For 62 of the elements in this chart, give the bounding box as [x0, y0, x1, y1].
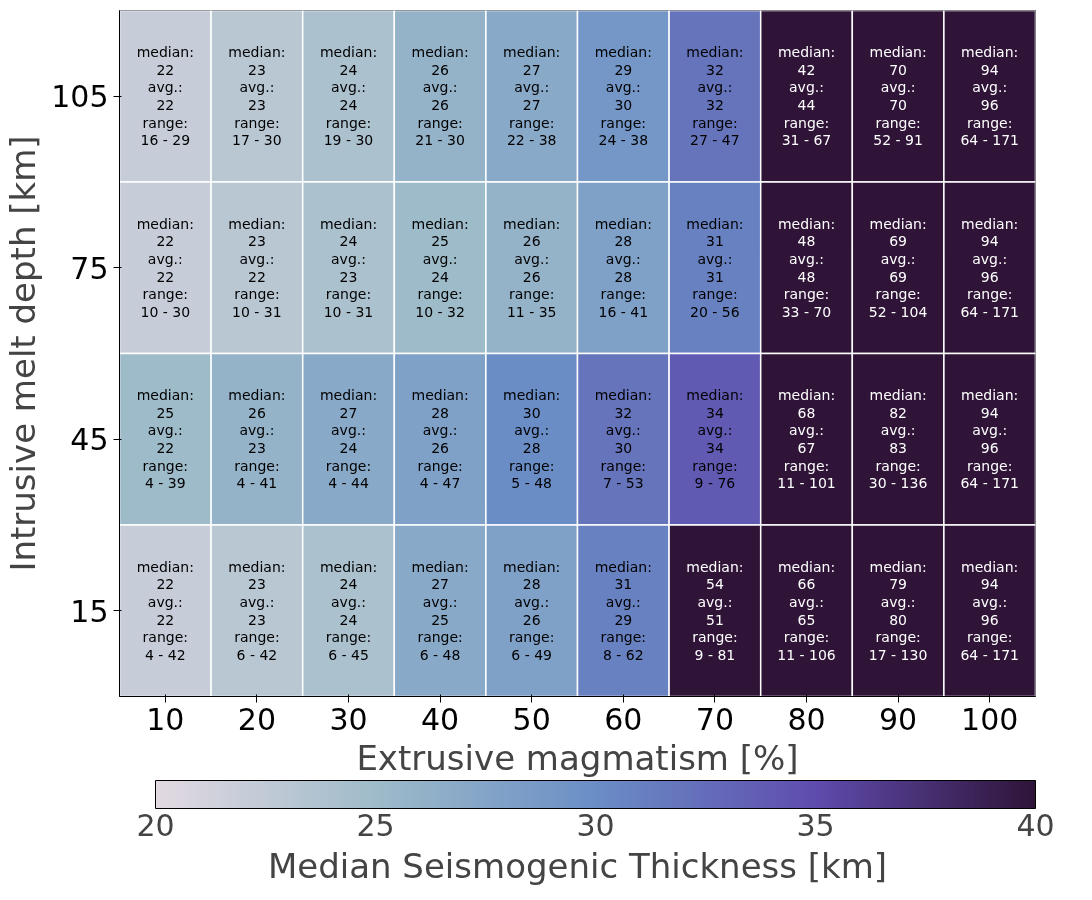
data-label: median: 34 avg.: 34 range: 9 - 76	[686, 387, 744, 492]
data-label: median: 28 avg.: 26 range: 6 - 49	[503, 558, 561, 663]
x-tick-label: 70	[695, 701, 734, 737]
data-label: median: 27 avg.: 27 range: 22 - 38	[503, 44, 561, 149]
data-label: median: 23 avg.: 22 range: 10 - 31	[228, 215, 286, 320]
data-label: median: 26 avg.: 26 range: 11 - 35	[503, 215, 561, 320]
data-label: median: 31 avg.: 31 range: 20 - 56	[686, 215, 744, 320]
x-tick-label: 20	[237, 701, 276, 737]
y-tick-label: 45	[70, 422, 109, 458]
y-tick-label: 105	[51, 79, 109, 115]
data-label: median: 69 avg.: 69 range: 52 - 104	[868, 215, 928, 320]
x-tick-label: 10	[146, 701, 185, 737]
color-bar-label: 40	[1016, 807, 1055, 843]
data-label: median: 94 avg.: 96 range: 64 - 171	[960, 558, 1019, 663]
data-label: median: 48 avg.: 48 range: 33 - 70	[777, 215, 836, 320]
y-tick-label: 15	[70, 593, 109, 629]
x-tick-label: 30	[329, 701, 368, 737]
data-label: median: 24 avg.: 23 range: 10 - 31	[319, 215, 378, 320]
data-label: median: 68 avg.: 67 range: 11 - 101	[777, 387, 836, 492]
data-label: median: 25 avg.: 22 range: 4 - 39	[136, 387, 194, 492]
data-label: median: 22 avg.: 22 range: 16 - 29	[136, 44, 194, 149]
data-label: median: 54 avg.: 51 range: 9 - 81	[686, 558, 744, 663]
data-label: median: 32 avg.: 30 range: 7 - 53	[594, 387, 652, 492]
color-bar-label: 20	[136, 807, 175, 843]
x-tick-label: 40	[421, 701, 460, 737]
data-label: median: 24 avg.: 24 range: 19 - 30	[319, 44, 378, 149]
data-label: median: 24 avg.: 24 range: 6 - 45	[319, 558, 378, 663]
y-axis-title: Intrusive melt depth [km]	[3, 135, 44, 572]
data-label: median: 29 avg.: 30 range: 24 - 38	[594, 44, 652, 149]
data-label: median: 94 avg.: 96 range: 64 - 171	[960, 387, 1019, 492]
data-label: median: 94 avg.: 96 range: 64 - 171	[960, 44, 1019, 149]
x-axis-title: Extrusive magmatism [%]	[356, 737, 799, 778]
data-label: median: 28 avg.: 26 range: 4 - 47	[411, 387, 469, 492]
data-label: median: 32 avg.: 32 range: 27 - 47	[686, 44, 744, 149]
data-label: median: 30 avg.: 28 range: 5 - 48	[503, 387, 561, 492]
data-label: median: 31 avg.: 29 range: 8 - 62	[594, 558, 652, 663]
color-bar-label: 25	[356, 807, 395, 843]
data-label: median: 25 avg.: 24 range: 10 - 32	[411, 215, 469, 320]
color-bar-title: Median Seismogenic Thickness [km]	[267, 845, 888, 886]
y-tick-label: 75	[70, 250, 109, 286]
data-label: median: 27 avg.: 25 range: 6 - 48	[411, 558, 469, 663]
data-label: median: 27 avg.: 24 range: 4 - 44	[319, 387, 378, 492]
data-label: median: 23 avg.: 23 range: 17 - 30	[228, 44, 286, 149]
x-tick-label: 50	[512, 701, 551, 737]
color-bar-label: 30	[576, 807, 615, 843]
color-bar-label: 35	[796, 807, 835, 843]
data-label: median: 70 avg.: 70 range: 52 - 91	[869, 44, 927, 149]
data-label: median: 28 avg.: 28 range: 16 - 41	[594, 215, 652, 320]
data-label: median: 22 avg.: 22 range: 4 - 42	[136, 558, 194, 663]
data-label: median: 23 avg.: 23 range: 6 - 42	[228, 558, 286, 663]
data-label: median: 66 avg.: 65 range: 11 - 106	[777, 558, 836, 663]
x-tick-label: 80	[787, 701, 826, 737]
data-label: median: 22 avg.: 22 range: 10 - 30	[136, 215, 194, 320]
x-tick-label: 90	[879, 701, 918, 737]
x-tick-label: 60	[604, 701, 643, 737]
data-label: median: 94 avg.: 96 range: 64 - 171	[960, 215, 1019, 320]
data-label: median: 82 avg.: 83 range: 30 - 136	[868, 387, 928, 492]
data-label: median: 42 avg.: 44 range: 31 - 67	[777, 44, 836, 149]
data-label: median: 26 avg.: 23 range: 4 - 41	[228, 387, 286, 492]
x-tick-label: 100	[961, 701, 1019, 737]
data-label: median: 26 avg.: 26 range: 21 - 30	[411, 44, 469, 149]
data-label: median: 79 avg.: 80 range: 17 - 130	[868, 558, 928, 663]
